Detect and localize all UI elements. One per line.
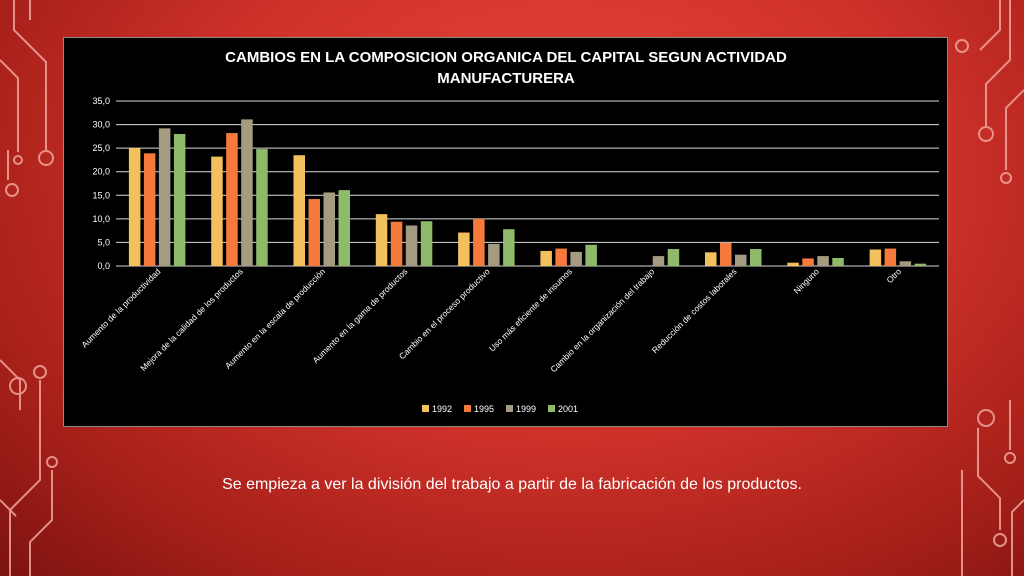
x-tick-label: Aumento en la gama de productos (311, 266, 410, 365)
bar-1995 (473, 218, 485, 266)
bar-1992 (128, 148, 141, 266)
legend-swatch-2001 (548, 405, 555, 412)
bar-1999 (158, 128, 171, 266)
legend-label-2001: 2001 (558, 404, 578, 414)
x-tick-label: Aumento en la escala de producción (223, 266, 327, 370)
legend-label-1992: 1992 (432, 404, 452, 414)
chart-panel: CAMBIOS EN LA COMPOSICION ORGANICA DEL C… (63, 37, 948, 427)
bar-1999 (488, 243, 500, 266)
bar-1995 (555, 248, 567, 266)
bar-1999 (899, 261, 912, 266)
bar-1992 (293, 155, 305, 266)
y-tick-label: 30,0 (92, 120, 110, 130)
bar-1995 (390, 221, 403, 266)
bar-1995 (884, 248, 897, 266)
bar-2001 (173, 134, 186, 266)
bar-1999 (817, 256, 829, 266)
bar-1995 (720, 242, 732, 266)
bar-1992 (787, 262, 799, 266)
x-tick-label: Reducción de costos laborales (650, 266, 739, 355)
x-tick-label: Aumento de la productividad (79, 266, 162, 349)
bar-1999 (405, 225, 418, 266)
bars (128, 119, 927, 266)
chart-title-line-1: CAMBIOS EN LA COMPOSICION ORGANICA DEL C… (225, 49, 787, 66)
bar-2001 (503, 229, 515, 266)
y-tick-label: 5,0 (97, 237, 110, 247)
y-tick-label: 15,0 (92, 190, 110, 200)
bar-1992 (540, 250, 552, 266)
slide-caption: Se empieza a ver la división del trabajo… (222, 476, 802, 493)
x-tick-label: Ninguno (791, 266, 821, 296)
bar-1995 (802, 258, 814, 266)
y-tick-label: 20,0 (92, 167, 110, 177)
bar-2001 (750, 249, 762, 266)
y-tick-label: 35,0 (92, 96, 110, 106)
bar-1992 (211, 156, 223, 266)
legend-swatch-1995 (464, 405, 471, 412)
bar-1992 (705, 252, 717, 266)
bar-2001 (420, 221, 433, 266)
bar-1995 (143, 153, 156, 266)
y-axis-ticks: 0,0 5,0 10,0 15,0 20,0 25,0 30,0 35,0 (92, 96, 110, 271)
x-tick-label: Cambio en el proceso productivo (397, 266, 492, 361)
bar-1992 (375, 214, 388, 266)
x-tick-label: Otro (885, 266, 904, 285)
bar-chart: CAMBIOS EN LA COMPOSICION ORGANICA DEL C… (79, 49, 939, 414)
y-tick-label: 25,0 (92, 143, 110, 153)
bar-1995 (308, 199, 320, 266)
y-tick-label: 0,0 (97, 261, 110, 271)
legend-label-1995: 1995 (474, 404, 494, 414)
bar-2001 (338, 190, 350, 266)
bar-1999 (241, 119, 253, 266)
legend-swatch-1999 (506, 405, 513, 412)
bar-2001 (667, 249, 680, 266)
bar-1992 (869, 249, 882, 266)
x-tick-label: Uso más eficiente de insumos (487, 266, 574, 353)
gridlines (116, 100, 939, 267)
bar-2001 (914, 263, 927, 266)
bar-2001 (832, 257, 844, 266)
bar-1999 (570, 251, 582, 266)
legend-swatch-1992 (422, 405, 429, 412)
bar-2001 (256, 149, 268, 266)
legend-label-1999: 1999 (516, 404, 536, 414)
bar-1992 (458, 232, 470, 266)
bar-1999 (652, 256, 665, 266)
legend: 1992 1995 1999 2001 (422, 404, 578, 414)
chart-title-line-2: MANUFACTURERA (437, 70, 575, 87)
y-tick-label: 10,0 (92, 214, 110, 224)
bar-1999 (323, 192, 335, 266)
bar-2001 (585, 244, 597, 266)
bar-1995 (226, 133, 238, 266)
bar-1999 (735, 254, 747, 266)
